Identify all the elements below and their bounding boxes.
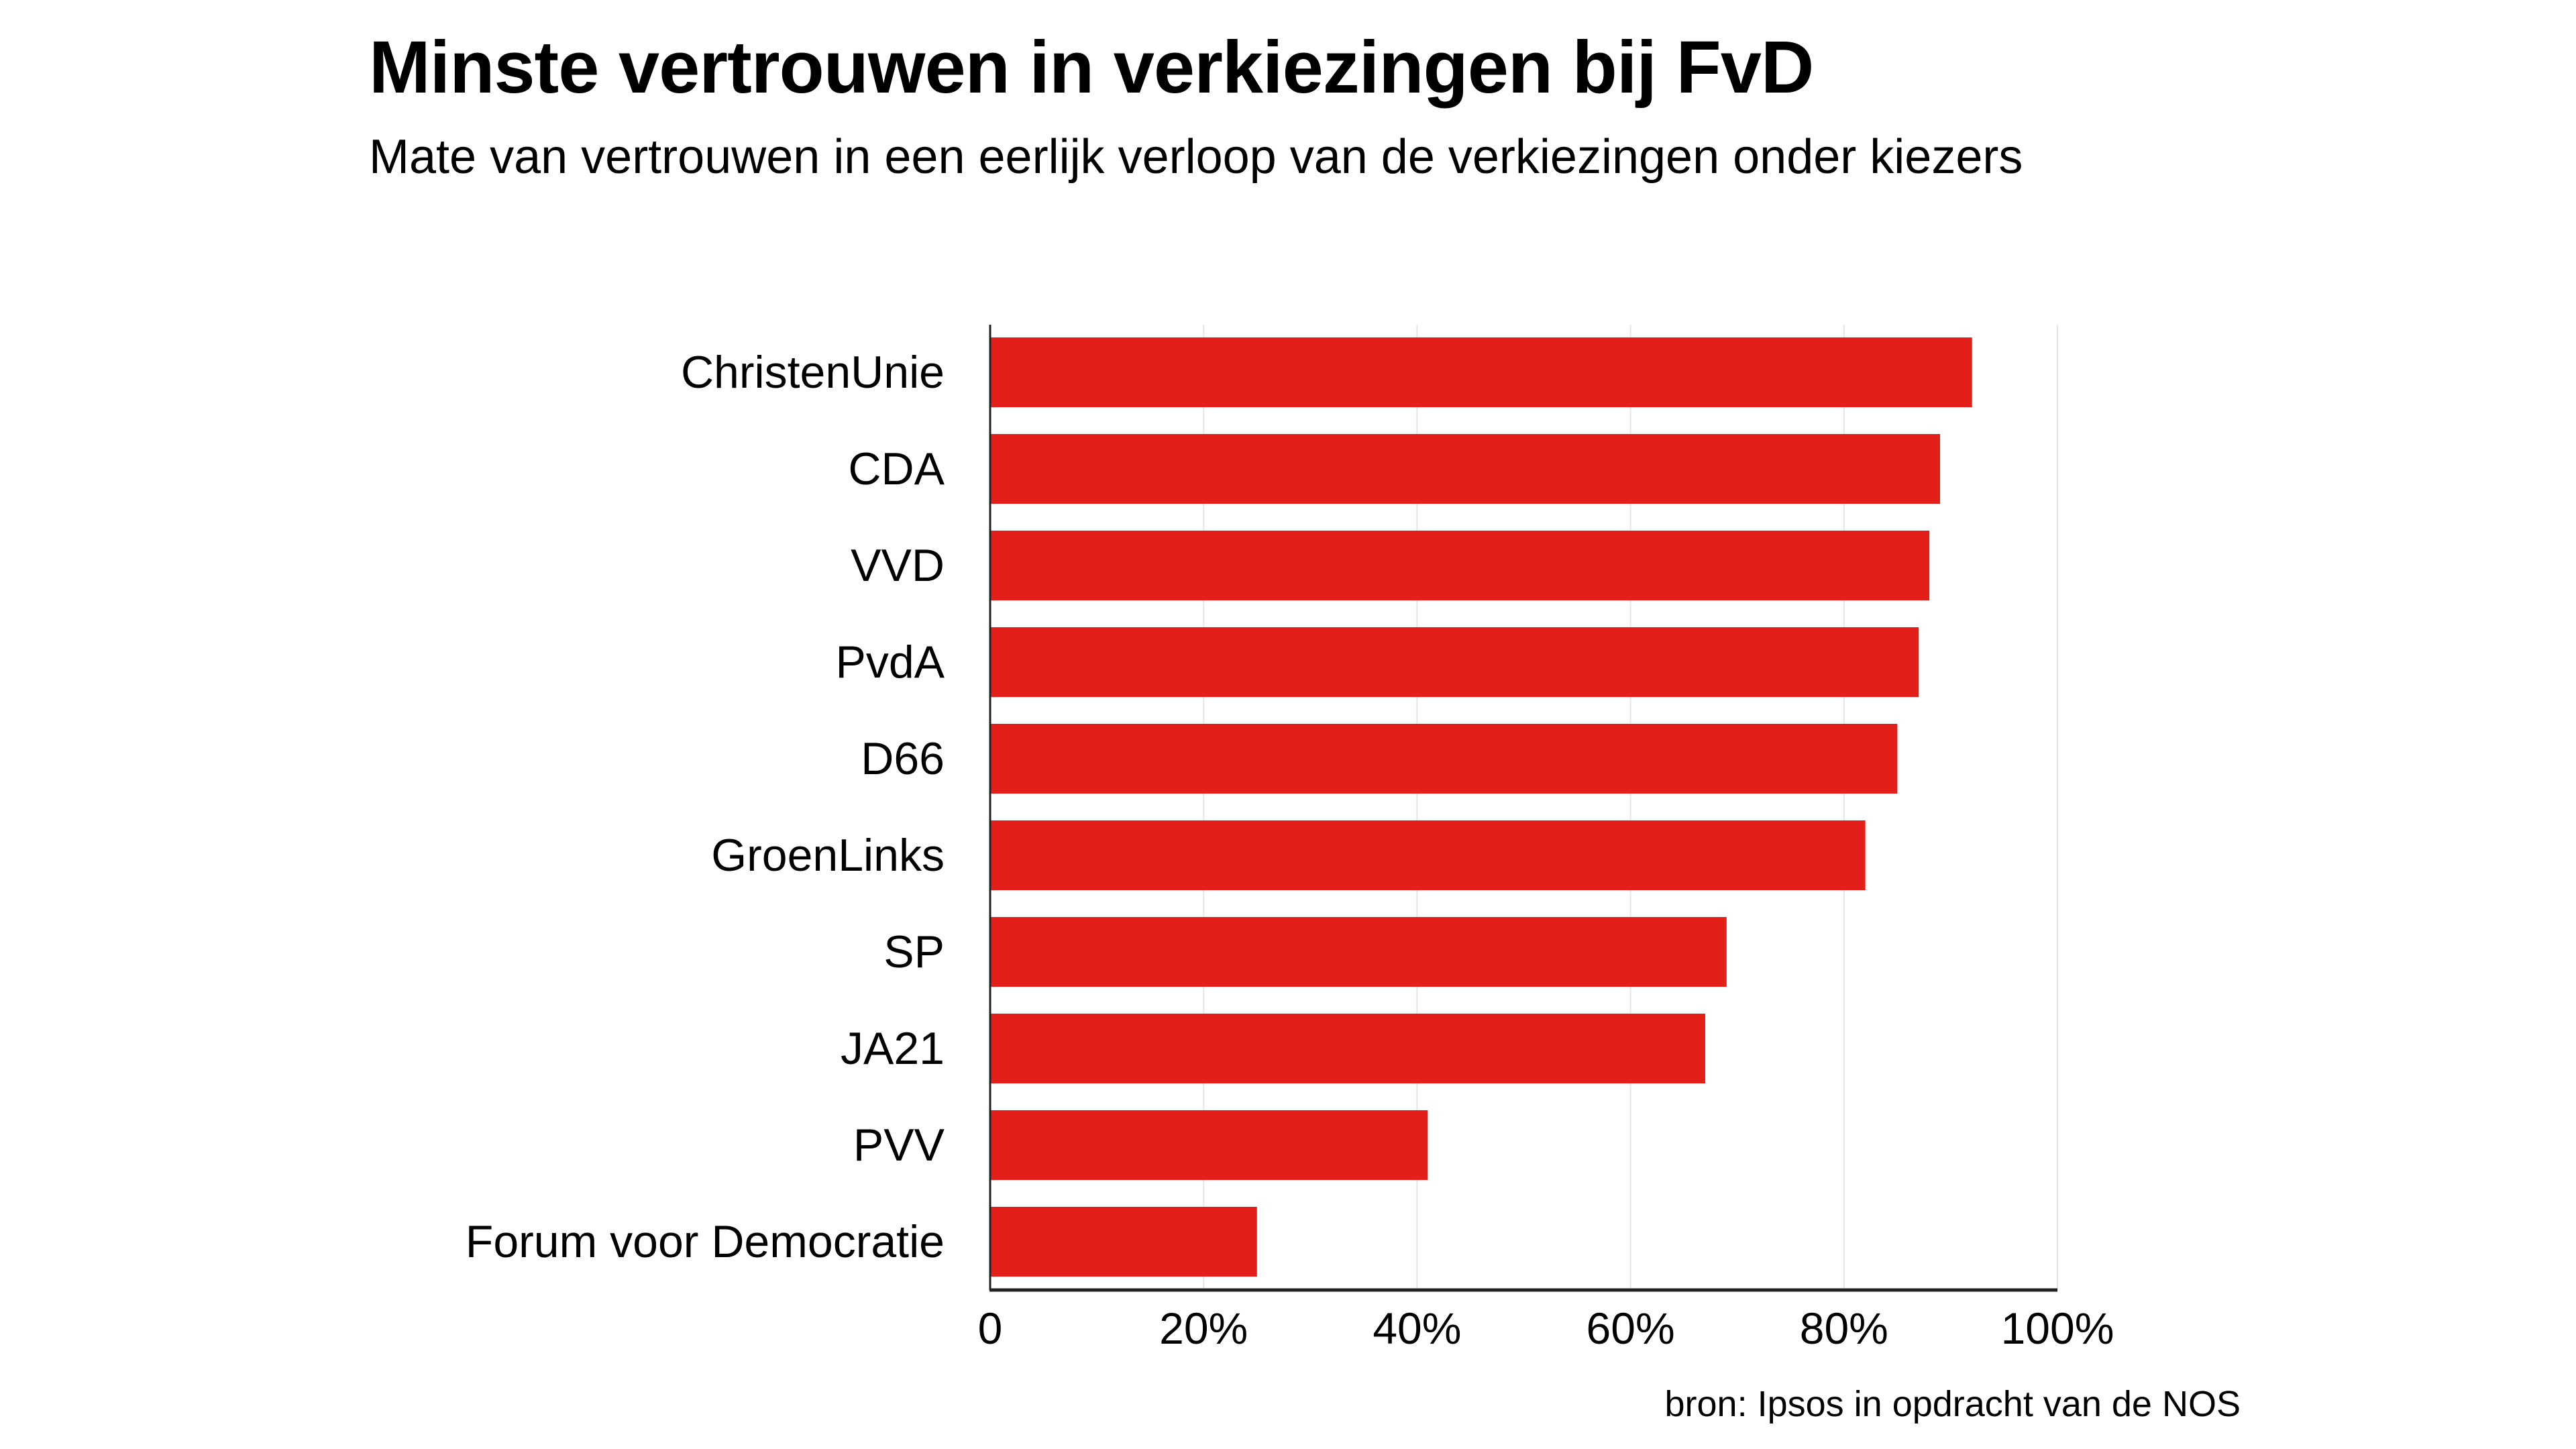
bar-pvv: [990, 1110, 1428, 1180]
category-label: CDA: [848, 443, 945, 494]
category-label: PVV: [853, 1120, 945, 1171]
bar-ja21: [990, 1014, 1705, 1083]
category-label: PvdA: [835, 637, 945, 688]
chart-subtitle: Mate van vertrouwen in een eerlijk verlo…: [369, 130, 2023, 184]
category-label: D66: [861, 733, 945, 784]
category-label: SP: [883, 926, 945, 977]
bar-pvda: [990, 627, 1919, 697]
x-tick-label: 60%: [1587, 1303, 1675, 1353]
bar-cda: [990, 434, 1940, 504]
x-tick-label: 80%: [1800, 1303, 1888, 1353]
x-tick-label: 20%: [1159, 1303, 1248, 1353]
bar-sp: [990, 917, 1727, 987]
category-label: Forum voor Democratie: [466, 1216, 945, 1267]
bar-vvd: [990, 531, 1930, 600]
bar-groenlinks: [990, 820, 1866, 890]
category-labels: ChristenUnie CDA VVD PvdA D66 GroenLinks SP JA2…: [466, 347, 945, 1267]
bar-forum-voor-democratie: [990, 1207, 1257, 1277]
bars: [990, 337, 1972, 1277]
category-label: ChristenUnie: [681, 347, 945, 398]
category-label: VVD: [851, 540, 945, 591]
x-tick-label: 0: [978, 1303, 1003, 1353]
category-label: JA21: [841, 1023, 945, 1074]
chart-title: Minste vertrouwen in verkiezingen bij Fv…: [369, 26, 1814, 109]
x-tick-label: 100%: [2001, 1303, 2114, 1353]
axes: [989, 325, 2057, 1292]
x-tick-labels: 0 20% 40% 60% 80% 100%: [978, 1303, 2114, 1353]
x-tick-label: 40%: [1373, 1303, 1461, 1353]
bar-d66: [990, 724, 1898, 794]
bar-christenunie: [990, 337, 1972, 407]
source-note: bron: Ipsos in opdracht van de NOS: [1664, 1384, 2241, 1424]
category-label: GroenLinks: [711, 830, 945, 881]
